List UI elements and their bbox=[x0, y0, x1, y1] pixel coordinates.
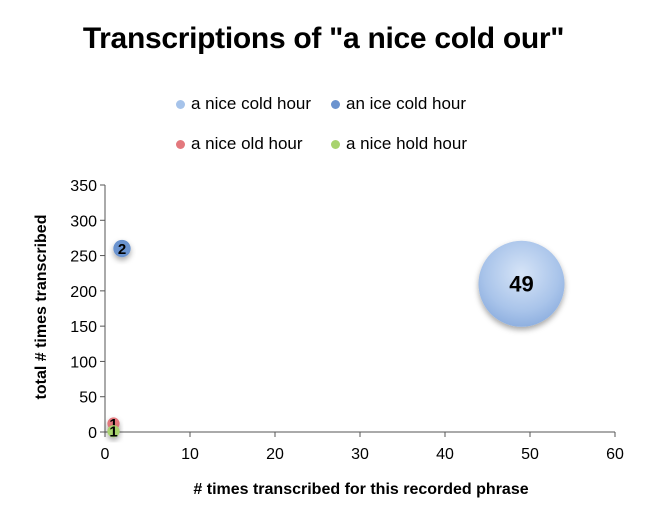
bubble-a-nice-cold-hour bbox=[478, 240, 565, 327]
bubble-a-nice-hold-hour bbox=[107, 425, 120, 438]
legend-marker-icon bbox=[331, 139, 340, 149]
x-tick-label: 0 bbox=[101, 446, 110, 463]
y-tick-label: 250 bbox=[70, 249, 97, 266]
x-axis-title: # times transcribed for this recorded ph… bbox=[193, 481, 528, 498]
y-tick-label: 0 bbox=[88, 425, 97, 442]
legend-marker-icon bbox=[331, 99, 340, 109]
legend-label: a nice hold hour bbox=[346, 134, 467, 153]
bubble-label-a-nice-cold-hour: 49 bbox=[509, 272, 533, 297]
y-tick-label: 350 bbox=[70, 178, 97, 195]
legend-item-a-nice-hold-hour: a nice hold hour bbox=[331, 134, 467, 154]
bubble-label-an-ice-cold-hour: 2 bbox=[118, 241, 126, 258]
bubble-label-a-nice-hold-hour: 1 bbox=[109, 424, 117, 441]
x-tick-label: 40 bbox=[436, 446, 454, 463]
y-tick-label: 300 bbox=[70, 213, 97, 230]
chart-title: Transcriptions of "a nice cold our" bbox=[82, 22, 565, 55]
y-tick-label: 100 bbox=[70, 354, 97, 371]
legend-marker-icon bbox=[176, 139, 185, 149]
legend-label: a nice old hour bbox=[191, 134, 303, 153]
x-tick-label: 30 bbox=[351, 446, 369, 463]
y-tick-label: 200 bbox=[70, 284, 97, 301]
legend-label: an ice cold hour bbox=[346, 94, 467, 113]
legend-label: a nice cold hour bbox=[191, 94, 312, 113]
bubble-an-ice-cold-hour bbox=[113, 239, 131, 258]
y-tick-label: 50 bbox=[79, 390, 97, 407]
x-tick-label: 20 bbox=[266, 446, 284, 463]
y-tick-label: 150 bbox=[70, 319, 97, 336]
y-axis-title: total # times transcribed bbox=[33, 215, 50, 400]
bubble-label-a-nice-old-hour: 1 bbox=[109, 416, 117, 433]
legend-item-an-ice-cold-hour: an ice cold hour bbox=[331, 94, 466, 114]
legend-marker-icon bbox=[176, 99, 185, 109]
legend-item-a-nice-cold-hour: a nice cold hour bbox=[176, 94, 311, 114]
x-tick-label: 60 bbox=[606, 446, 624, 463]
legend-item-a-nice-old-hour: a nice old hour bbox=[176, 134, 303, 154]
x-tick-label: 10 bbox=[181, 446, 199, 463]
x-tick-label: 50 bbox=[521, 446, 539, 463]
